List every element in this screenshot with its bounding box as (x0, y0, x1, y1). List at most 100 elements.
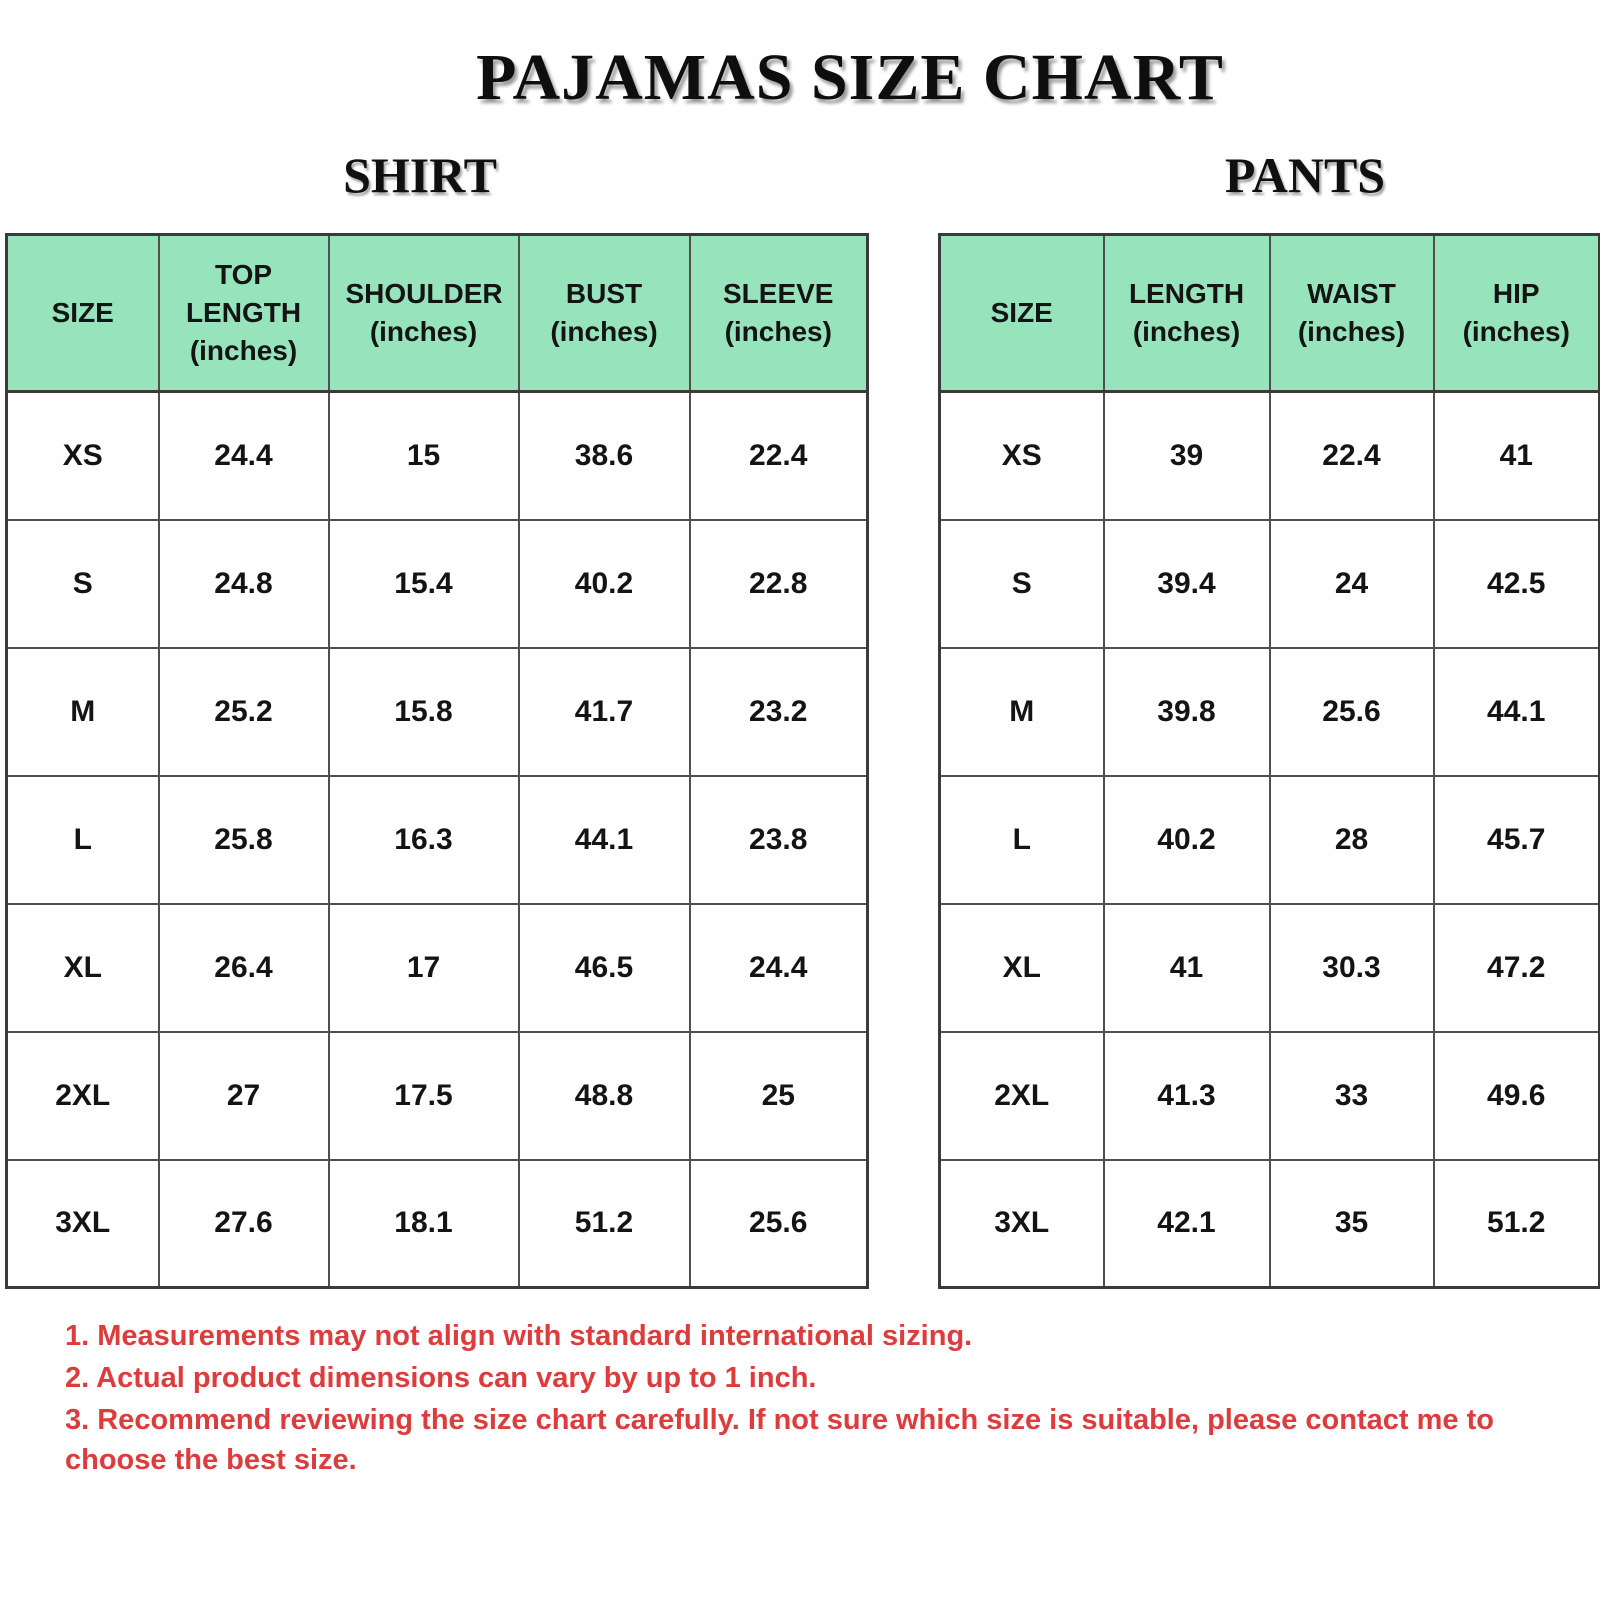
measurement-cell: 41.7 (517, 646, 691, 777)
measurement-cell: 27.6 (157, 1158, 330, 1289)
measurement-cell: 23.2 (688, 646, 869, 777)
table-row: 3XL 42.1 35 51.2 (938, 1158, 1600, 1289)
measurement-cell: 24 (1268, 518, 1435, 649)
column-header: HIP (inches) (1432, 233, 1600, 393)
measurement-cell: 15 (327, 390, 520, 521)
shirt-size-table: SIZE TOP LENGTH (inches) SHOULDER (inches)… (5, 233, 869, 1289)
column-header: SLEEVE (inches) (688, 233, 869, 393)
measurement-cell: 25.2 (157, 646, 330, 777)
measurement-cell: 15.4 (327, 518, 520, 649)
measurement-cell: 39.4 (1102, 518, 1271, 649)
measurement-cell: 25.6 (688, 1158, 869, 1289)
measurement-cell: 30.3 (1268, 902, 1435, 1033)
measurement-cell: 28 (1268, 774, 1435, 905)
table-row: XL 41 30.3 47.2 (938, 902, 1600, 1033)
measurement-cell: 33 (1268, 1030, 1435, 1161)
footnote-2: 2. Actual product dimensions can vary by… (65, 1362, 817, 1395)
measurement-cell: 23.8 (688, 774, 869, 905)
header-row: SIZE TOP LENGTH (inches) SHOULDER (inches)… (5, 233, 869, 393)
footnotes: 1. Measurements may not align with stand… (65, 1316, 1545, 1482)
size-cell: 2XL (5, 1030, 160, 1161)
column-header: LENGTH (inches) (1102, 233, 1271, 393)
size-cell: XL (5, 902, 160, 1033)
size-cell: XS (938, 390, 1105, 521)
size-cell: L (5, 774, 160, 905)
measurement-cell: 25 (688, 1030, 869, 1161)
measurement-cell: 40.2 (1102, 774, 1271, 905)
measurement-cell: 17.5 (327, 1030, 520, 1161)
table-row: 2XL 41.3 33 49.6 (938, 1030, 1600, 1161)
table-row: 2XL 27 17.5 48.8 25 (5, 1030, 869, 1161)
measurement-cell: 18.1 (327, 1158, 520, 1289)
shirt-section-label: SHIRT (343, 147, 497, 203)
measurement-cell: 48.8 (517, 1030, 691, 1161)
table-row: S 39.4 24 42.5 (938, 518, 1600, 649)
measurement-cell: 46.5 (517, 902, 691, 1033)
measurement-cell: 17 (327, 902, 520, 1033)
table-row: L 25.8 16.3 44.1 23.8 (5, 774, 869, 905)
table-row: S 24.8 15.4 40.2 22.8 (5, 518, 869, 649)
pants-section-label: PANTS (1224, 147, 1386, 203)
column-header: SIZE (5, 233, 160, 393)
size-cell: L (938, 774, 1105, 905)
measurement-cell: 51.2 (517, 1158, 691, 1289)
measurement-cell: 39 (1102, 390, 1271, 521)
pants-table-body: XS 39 22.4 41 S 39.4 24 42.5 M 39.8 25.6 44.1 L 40.2 2… (938, 390, 1600, 1289)
measurement-cell: 27 (157, 1030, 330, 1161)
measurement-cell: 25.6 (1268, 646, 1435, 777)
size-cell: XS (5, 390, 160, 521)
measurement-cell: 47.2 (1432, 902, 1600, 1033)
measurement-cell: 22.4 (1268, 390, 1435, 521)
size-cell: 3XL (938, 1158, 1105, 1289)
measurement-cell: 24.4 (157, 390, 330, 521)
footnote-1: 1. Measurements may not align with stand… (65, 1320, 973, 1352)
measurement-cell: 25.8 (157, 774, 330, 905)
size-cell: 2XL (938, 1030, 1105, 1161)
table-row: 3XL 27.6 18.1 51.2 25.6 (5, 1158, 869, 1289)
column-header: SHOULDER (inches) (327, 233, 520, 393)
size-cell: M (5, 646, 160, 777)
measurement-cell: 22.8 (688, 518, 869, 649)
table-row: M 25.2 15.8 41.7 23.2 (5, 646, 869, 777)
measurement-cell: 24.8 (157, 518, 330, 649)
size-cell: XL (938, 902, 1105, 1033)
shirt-table-header: SIZE TOP LENGTH (inches) SHOULDER (inches)… (5, 233, 869, 393)
measurement-cell: 24.4 (688, 902, 869, 1033)
table-row: M 39.8 25.6 44.1 (938, 646, 1600, 777)
size-cell: M (938, 646, 1105, 777)
measurement-cell: 49.6 (1432, 1030, 1600, 1161)
measurement-cell: 22.4 (688, 390, 869, 521)
measurement-cell: 15.8 (327, 646, 520, 777)
measurement-cell: 51.2 (1432, 1158, 1600, 1289)
column-header: SIZE (938, 233, 1105, 393)
measurement-cell: 35 (1268, 1158, 1435, 1289)
footnote-3: 3. Recommend reviewing the size chart ca… (65, 1404, 1494, 1477)
column-header: WAIST (inches) (1268, 233, 1435, 393)
size-cell: S (938, 518, 1105, 649)
table-row: XS 24.4 15 38.6 22.4 (5, 390, 869, 521)
shirt-table-body: XS 24.4 15 38.6 22.4 S 24.8 15.4 40.2 22.8 M 25.2 15… (5, 390, 869, 1289)
column-header: BUST (inches) (517, 233, 691, 393)
size-cell: S (5, 518, 160, 649)
table-row: XL 26.4 17 46.5 24.4 (5, 902, 869, 1033)
measurement-cell: 45.7 (1432, 774, 1600, 905)
measurement-cell: 42.5 (1432, 518, 1600, 649)
size-cell: 3XL (5, 1158, 160, 1289)
measurement-cell: 41 (1102, 902, 1271, 1033)
measurement-cell: 41.3 (1102, 1030, 1271, 1161)
pants-table-header: SIZE LENGTH (inches) WAIST (inches) HIP (in… (938, 233, 1600, 393)
column-header: TOP LENGTH (inches) (157, 233, 330, 393)
pants-size-table: SIZE LENGTH (inches) WAIST (inches) HIP (in… (938, 233, 1600, 1289)
measurement-cell: 42.1 (1102, 1158, 1271, 1289)
measurement-cell: 26.4 (157, 902, 330, 1033)
measurement-cell: 39.8 (1102, 646, 1271, 777)
measurement-cell: 40.2 (517, 518, 691, 649)
measurement-cell: 16.3 (327, 774, 520, 905)
page-title: PAJAMAS SIZE CHART (476, 41, 1224, 114)
measurement-cell: 41 (1432, 390, 1600, 521)
header-row: SIZE LENGTH (inches) WAIST (inches) HIP (in… (938, 233, 1600, 393)
measurement-cell: 38.6 (517, 390, 691, 521)
table-row: L 40.2 28 45.7 (938, 774, 1600, 905)
measurement-cell: 44.1 (1432, 646, 1600, 777)
table-row: XS 39 22.4 41 (938, 390, 1600, 521)
